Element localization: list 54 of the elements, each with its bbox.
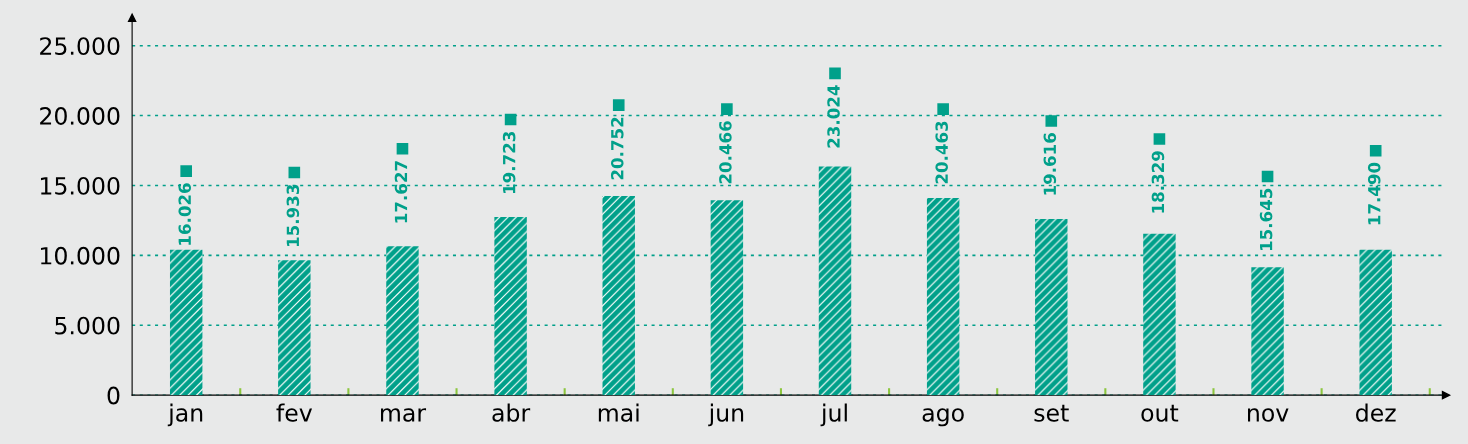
x-tick-label: dez xyxy=(1356,403,1396,422)
x-tick-label: out xyxy=(1141,404,1179,422)
bar xyxy=(926,198,960,396)
point xyxy=(180,165,192,177)
bar xyxy=(494,216,527,396)
bar xyxy=(386,246,419,396)
y-tick-label: 10.000 xyxy=(40,246,120,265)
x-tick-label: mar xyxy=(381,408,427,422)
bar xyxy=(1359,249,1392,396)
y-tick-label: 0 xyxy=(107,386,120,405)
bar xyxy=(169,249,203,396)
x-tick-label: jan xyxy=(167,403,203,427)
y-tick-label: 20.000 xyxy=(40,107,120,125)
y-tick-label: 5.000 xyxy=(55,316,120,335)
bar xyxy=(1035,219,1068,396)
bar xyxy=(710,200,744,396)
point xyxy=(1045,115,1058,127)
x-tick-label: ago xyxy=(922,408,964,427)
bar xyxy=(278,260,311,396)
point xyxy=(396,142,409,155)
point xyxy=(504,113,517,126)
point xyxy=(721,103,733,115)
y-tick-label: 15.000 xyxy=(40,176,120,195)
data-label: 15.933 xyxy=(286,184,300,247)
data-label: 20.466 xyxy=(719,121,732,184)
point xyxy=(288,166,301,179)
y-tick-label: 25.000 xyxy=(40,37,120,56)
data-label: 18.329 xyxy=(1151,151,1165,213)
point xyxy=(612,99,625,111)
data-label: 15.645 xyxy=(1259,188,1273,251)
x-tick-label: abr xyxy=(492,403,531,422)
data-label: 20.463 xyxy=(935,121,948,184)
data-label: 20.752 xyxy=(610,117,624,180)
x-tick-label: set xyxy=(1034,404,1069,422)
data-label: 16.026 xyxy=(178,183,192,245)
point xyxy=(1369,144,1382,157)
data-label: 19.616 xyxy=(1043,133,1057,195)
bar xyxy=(1251,267,1284,396)
data-label: 17.490 xyxy=(1367,162,1381,225)
point xyxy=(1261,170,1274,183)
data-label: 23.024 xyxy=(827,85,840,148)
bar xyxy=(1143,233,1176,396)
bar xyxy=(602,195,635,396)
x-tick-label: nov xyxy=(1248,408,1289,422)
x-tick-label: jul xyxy=(820,403,847,427)
point xyxy=(1153,133,1166,145)
x-tick-label: fev xyxy=(276,403,313,422)
bar xyxy=(818,166,852,396)
point xyxy=(829,67,841,80)
x-tick-label: mai xyxy=(598,403,639,422)
x-tick-label: jun xyxy=(708,403,744,427)
point xyxy=(937,103,949,115)
data-label: 17.627 xyxy=(394,161,408,223)
data-label: 19.723 xyxy=(502,131,516,194)
